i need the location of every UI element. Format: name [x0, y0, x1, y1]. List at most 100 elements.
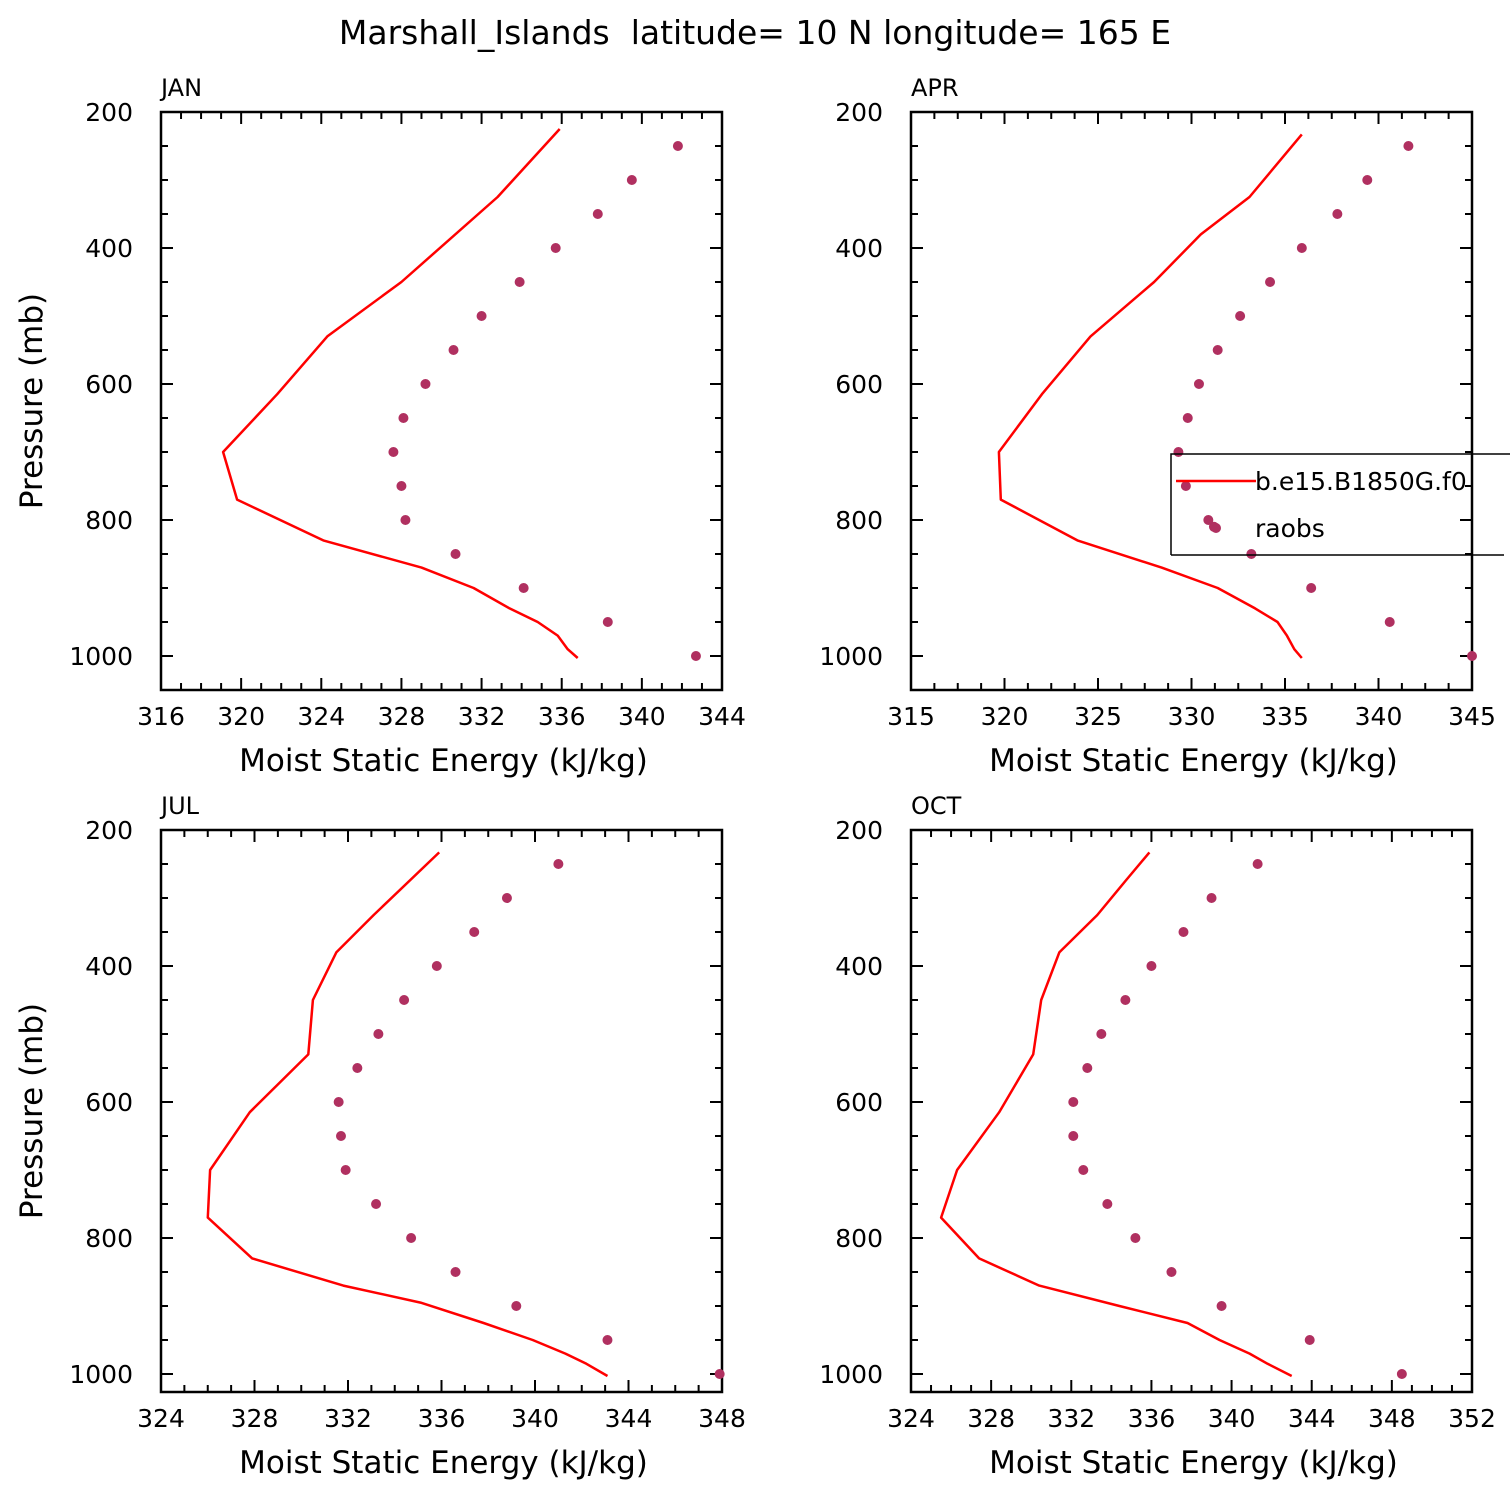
obs-point-jul [340, 1165, 351, 1175]
obs-point-oct [1252, 859, 1263, 869]
x-tick-label: 324 [887, 1404, 935, 1433]
obs-point-jul [406, 1233, 417, 1243]
obs-point-apr [1265, 277, 1276, 287]
obs-point-apr [1246, 549, 1257, 559]
x-tick-label: 320 [217, 702, 265, 731]
obs-point-jan [672, 141, 683, 151]
x-tick-label: 336 [1128, 1404, 1176, 1433]
y-tick-label: 1000 [69, 1360, 133, 1389]
y-tick-label: 1000 [69, 642, 133, 671]
y-tick-label: 200 [835, 816, 883, 845]
y-tick-label: 200 [85, 816, 133, 845]
x-tick-label: 328 [378, 702, 426, 731]
y-axis-title: Pressure (mb) [14, 1003, 50, 1219]
obs-point-jan [626, 175, 637, 185]
x-tick-label: 315 [887, 702, 935, 731]
x-tick-label: 348 [1368, 1404, 1416, 1433]
x-tick-label: 344 [605, 1404, 653, 1433]
y-tick-label: 1000 [819, 642, 883, 671]
obs-point-jul [335, 1131, 346, 1141]
obs-point-jan [518, 583, 529, 593]
obs-point-apr [1296, 243, 1307, 253]
legend-obs-label: raobs [1255, 514, 1325, 543]
y-tick-label: 600 [835, 370, 883, 399]
y-tick-label: 800 [835, 506, 883, 535]
obs-point-oct [1102, 1199, 1113, 1209]
obs-point-jul [450, 1267, 461, 1277]
obs-point-oct [1068, 1131, 1079, 1141]
obs-point-apr [1384, 617, 1395, 627]
x-tick-label: 332 [1047, 1404, 1095, 1433]
x-tick-label: 340 [618, 702, 666, 731]
x-tick-label: 320 [981, 702, 1029, 731]
obs-point-oct [1304, 1335, 1315, 1345]
obs-point-jan [550, 243, 561, 253]
y-tick-label: 400 [835, 234, 883, 263]
obs-point-apr [1332, 209, 1343, 219]
plot-frame-oct [909, 828, 1474, 1394]
model-line-apr [997, 133, 1303, 659]
y-tick-label: 200 [835, 98, 883, 127]
panel-oct: OCT 324 328 332 336 340 344 348 352 200 400 600 800 1… [819, 792, 1495, 1481]
y-tick-label: 400 [85, 234, 133, 263]
panel-label-jan: JAN [159, 74, 202, 102]
x-axis-title: Moist Static Energy (kJ/kg) [239, 743, 648, 779]
legend-frame [1170, 453, 1510, 556]
x-axis-title: Moist Static Energy (kJ/kg) [989, 743, 1398, 779]
y-tick-label: 800 [85, 506, 133, 535]
obs-point-jul [371, 1199, 382, 1209]
y-tick-label: 400 [85, 952, 133, 981]
y-tick-label: 600 [85, 370, 133, 399]
panel-label-jul: JUL [159, 792, 200, 820]
plot-frame-jul [159, 828, 724, 1394]
obs-point-oct [1120, 995, 1131, 1005]
obs-point-jan [396, 481, 407, 491]
obs-point-jan [602, 617, 613, 627]
x-tick-label: 340 [511, 1404, 559, 1433]
plot-frame-apr [909, 110, 1474, 692]
obs-point-oct [1082, 1063, 1093, 1073]
x-tick-label: 328 [967, 1404, 1015, 1433]
obs-point-oct [1068, 1097, 1079, 1107]
obs-point-jan [388, 447, 399, 457]
obs-point-apr [1306, 583, 1317, 593]
y-tick-label: 200 [85, 98, 133, 127]
obs-point-apr [1235, 311, 1246, 321]
plot-frame-jan [159, 110, 724, 692]
obs-point-apr [1180, 481, 1191, 491]
obs-point-jul [399, 995, 410, 1005]
obs-point-jan [450, 549, 461, 559]
obs-point-jul [373, 1029, 384, 1039]
obs-point-apr [1362, 175, 1373, 185]
panels: JAN 316 320 324 328 332 336 340 344 200 400 600 800 1… [14, 74, 1510, 1481]
x-tick-label: 352 [1448, 1404, 1496, 1433]
obs-point-apr [1203, 515, 1214, 525]
obs-point-apr [1173, 447, 1184, 457]
obs-point-oct [1396, 1369, 1407, 1379]
obs-point-jul [501, 893, 512, 903]
x-tick-label: 332 [458, 702, 506, 731]
obs-point-jan [592, 209, 603, 219]
panel-jul: JUL 324 328 332 336 340 344 348 200 400 600 800 1000… [14, 792, 746, 1481]
obs-point-apr [1467, 651, 1477, 661]
x-tick-label: 344 [698, 702, 746, 731]
obs-point-oct [1166, 1267, 1177, 1277]
legend-model-label: b.e15.B1850G.f0 [1255, 467, 1467, 496]
y-tick-label: 600 [85, 1088, 133, 1117]
panel-apr: APR 315 320 325 330 335 340 345 200 400 600 800 1000… [819, 74, 1495, 779]
x-tick-label: 336 [418, 1404, 466, 1433]
obs-point-jan [420, 379, 431, 389]
obs-point-jul [431, 961, 442, 971]
x-tick-label: 328 [231, 1404, 279, 1433]
x-axis-title: Moist Static Energy (kJ/kg) [239, 1445, 648, 1481]
panel-label-oct: OCT [911, 792, 962, 820]
obs-point-apr [1182, 413, 1193, 423]
obs-point-jan [690, 651, 701, 661]
obs-point-oct [1096, 1029, 1107, 1039]
panel-label-apr: APR [911, 74, 959, 102]
y-axis-title: Pressure (mb) [14, 293, 50, 509]
y-tick-label: 1000 [819, 1360, 883, 1389]
obs-point-jul [602, 1335, 613, 1345]
obs-point-oct [1216, 1301, 1227, 1311]
obs-point-oct [1178, 927, 1189, 937]
